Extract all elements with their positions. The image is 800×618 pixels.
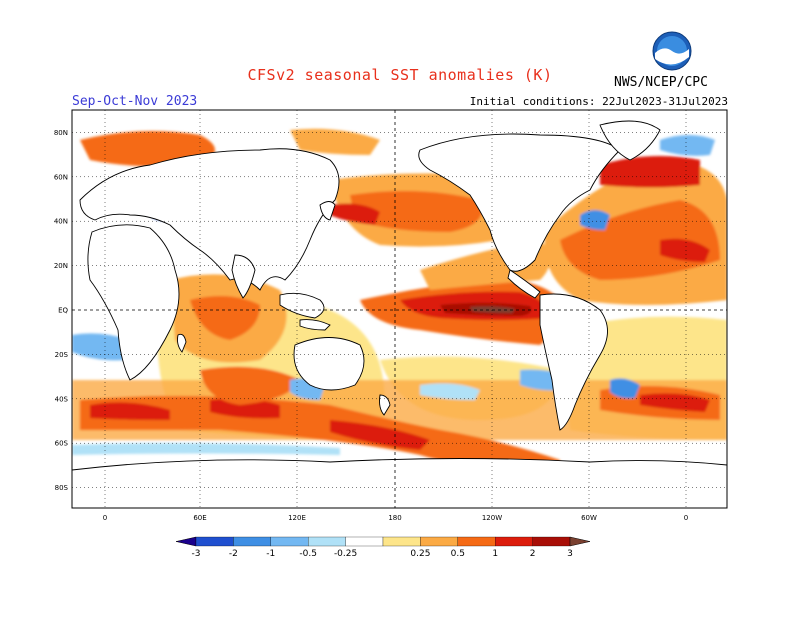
colorbar-label: -3 xyxy=(192,549,201,559)
colorbar-label: 2 xyxy=(530,549,536,559)
colorbar-segment xyxy=(345,536,384,547)
colorbar-label: 3 xyxy=(567,549,573,559)
initial-conditions: Initial conditions: 22Jul2023-31Jul2023 xyxy=(469,95,728,108)
season-label: Sep-Oct-Nov 2023 xyxy=(72,94,198,109)
lon-label: 60W xyxy=(581,514,597,522)
colorbar-label: 0.5 xyxy=(451,549,465,559)
lat-label: 60N xyxy=(54,173,68,181)
lat-label: 80S xyxy=(55,484,69,492)
lat-label: 40N xyxy=(54,218,68,226)
axis-labels: 80N 60N 40N 20N EQ 20S 40S 60S 80S 0 60E 120E 180 120… xyxy=(54,129,688,522)
colorbar-segment xyxy=(420,536,458,547)
graticule xyxy=(72,110,727,508)
colorbar-segment xyxy=(532,536,571,547)
lon-label: 60E xyxy=(193,514,206,522)
colorbar-segment xyxy=(270,536,309,547)
colorbar-label: -0.25 xyxy=(334,549,357,559)
lon-label: 120E xyxy=(288,514,306,522)
colorbar-label: -1 xyxy=(266,549,275,559)
map-frame xyxy=(71,109,728,509)
lat-label: 40S xyxy=(55,395,69,403)
colorbar-segment xyxy=(195,536,234,547)
colorbar-label: -2 xyxy=(229,549,238,559)
lon-label: 0 xyxy=(684,514,688,522)
lat-label: 60S xyxy=(55,440,69,448)
agency-label: NWS/NCEP/CPC xyxy=(614,75,708,90)
colorbar-right-arrow xyxy=(569,536,591,547)
noaa-logo xyxy=(652,31,692,71)
colorbar: -3 -2 -1 -0.5 -0.25 0.25 0.5 1 2 3 xyxy=(175,536,591,559)
map-title: CFSv2 seasonal SST anomalies (K) xyxy=(247,66,553,84)
colorbar-segment xyxy=(233,536,271,547)
colorbar-left-arrow xyxy=(175,536,197,547)
coastlines xyxy=(72,120,727,508)
anomaly-field xyxy=(72,110,727,508)
lat-label: 20S xyxy=(55,351,69,359)
lat-label: 20N xyxy=(54,262,68,270)
colorbar-segment xyxy=(308,536,346,547)
lon-label: 0 xyxy=(103,514,107,522)
colorbar-segment xyxy=(495,536,533,547)
colorbar-label: 1 xyxy=(492,549,498,559)
lat-label: 80N xyxy=(54,129,68,137)
colorbar-label: 0.25 xyxy=(410,549,430,559)
colorbar-label: -0.5 xyxy=(299,549,317,559)
lon-label: 120W xyxy=(482,514,502,522)
lon-label: 180 xyxy=(388,514,401,522)
colorbar-segment xyxy=(382,536,421,547)
colorbar-segment xyxy=(457,536,496,547)
lat-label: EQ xyxy=(58,307,68,315)
